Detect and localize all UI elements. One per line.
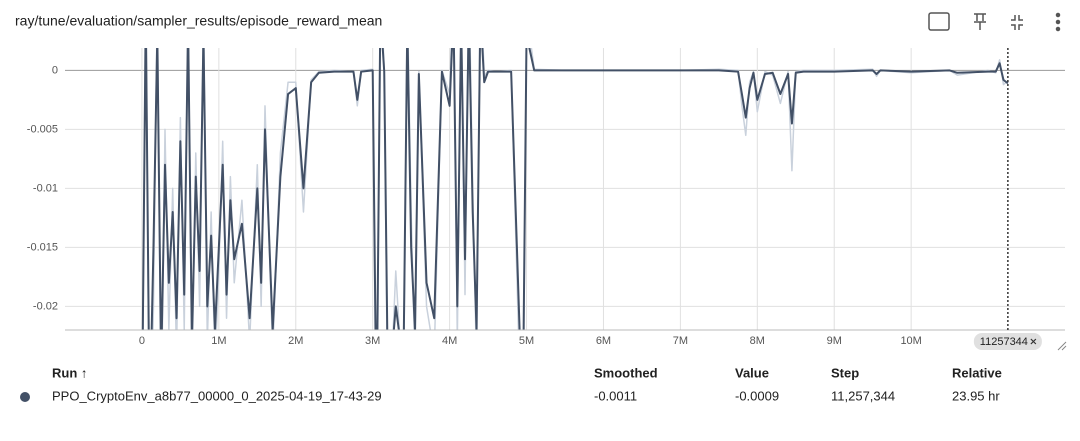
- fullscreen-icon[interactable]: [1011, 15, 1023, 30]
- column-header[interactable]: Smoothed: [594, 365, 658, 380]
- cell: -0.0011: [594, 388, 637, 403]
- x-tick-label: 4M: [442, 335, 457, 347]
- run-name: PPO_CryptoEnv_a8b77_00000_0_2025-04-19_1…: [52, 388, 382, 403]
- y-tick-label: 0: [52, 64, 58, 76]
- x-tick-label: 9M: [827, 335, 842, 347]
- x-tick-label: 6M: [596, 335, 611, 347]
- cell: 11,257,344: [831, 388, 895, 403]
- cursor-chip: [973, 333, 1042, 350]
- column-header[interactable]: Relative: [952, 365, 1002, 380]
- column-header[interactable]: Step: [831, 365, 859, 380]
- x-tick-label: 5M: [519, 335, 534, 347]
- menu-icon[interactable]: [1055, 19, 1061, 25]
- cursor: 11257344: [973, 48, 1042, 350]
- y-tick-label: -0.02: [33, 300, 58, 312]
- y-tick-label: -0.005: [27, 123, 58, 135]
- x-tick-label: 0: [139, 335, 145, 347]
- cursor-remove-icon[interactable]: [1030, 338, 1037, 345]
- chart-title: ray/tune/evaluation/sampler_results/epis…: [15, 13, 382, 29]
- column-header[interactable]: Value: [735, 365, 769, 380]
- x-tick-label: 3M: [365, 335, 380, 347]
- x-tick-label: 2M: [288, 335, 303, 347]
- y-tick-label: -0.01: [33, 182, 58, 194]
- fit-domain-icon[interactable]: [928, 12, 950, 31]
- run-color-dot: [20, 392, 30, 402]
- x-tick-label: 10M: [900, 335, 921, 347]
- toolbar: [928, 12, 1061, 32]
- y-tick-label: -0.015: [27, 241, 58, 253]
- column-header[interactable]: Run ↑: [52, 365, 87, 380]
- cell: 23.95 hr: [952, 388, 1000, 403]
- cell: -0.0009: [735, 388, 779, 403]
- x-tick-label: 7M: [673, 335, 688, 347]
- cursor-step-label: 11257344: [980, 336, 1028, 348]
- run-table: Run ↑ Smoothed Value Step Relative PPO_Crypto…: [20, 365, 1002, 403]
- menu-icon[interactable]: [1055, 26, 1061, 32]
- x-tick-label: 1M: [211, 335, 226, 347]
- pin-icon[interactable]: [974, 13, 986, 30]
- series-line: [141, 48, 1009, 330]
- x-tick-label: 8M: [750, 335, 765, 347]
- menu-icon[interactable]: [1055, 12, 1061, 18]
- resize-handle[interactable]: [1057, 341, 1067, 351]
- plot: [141, 48, 1009, 330]
